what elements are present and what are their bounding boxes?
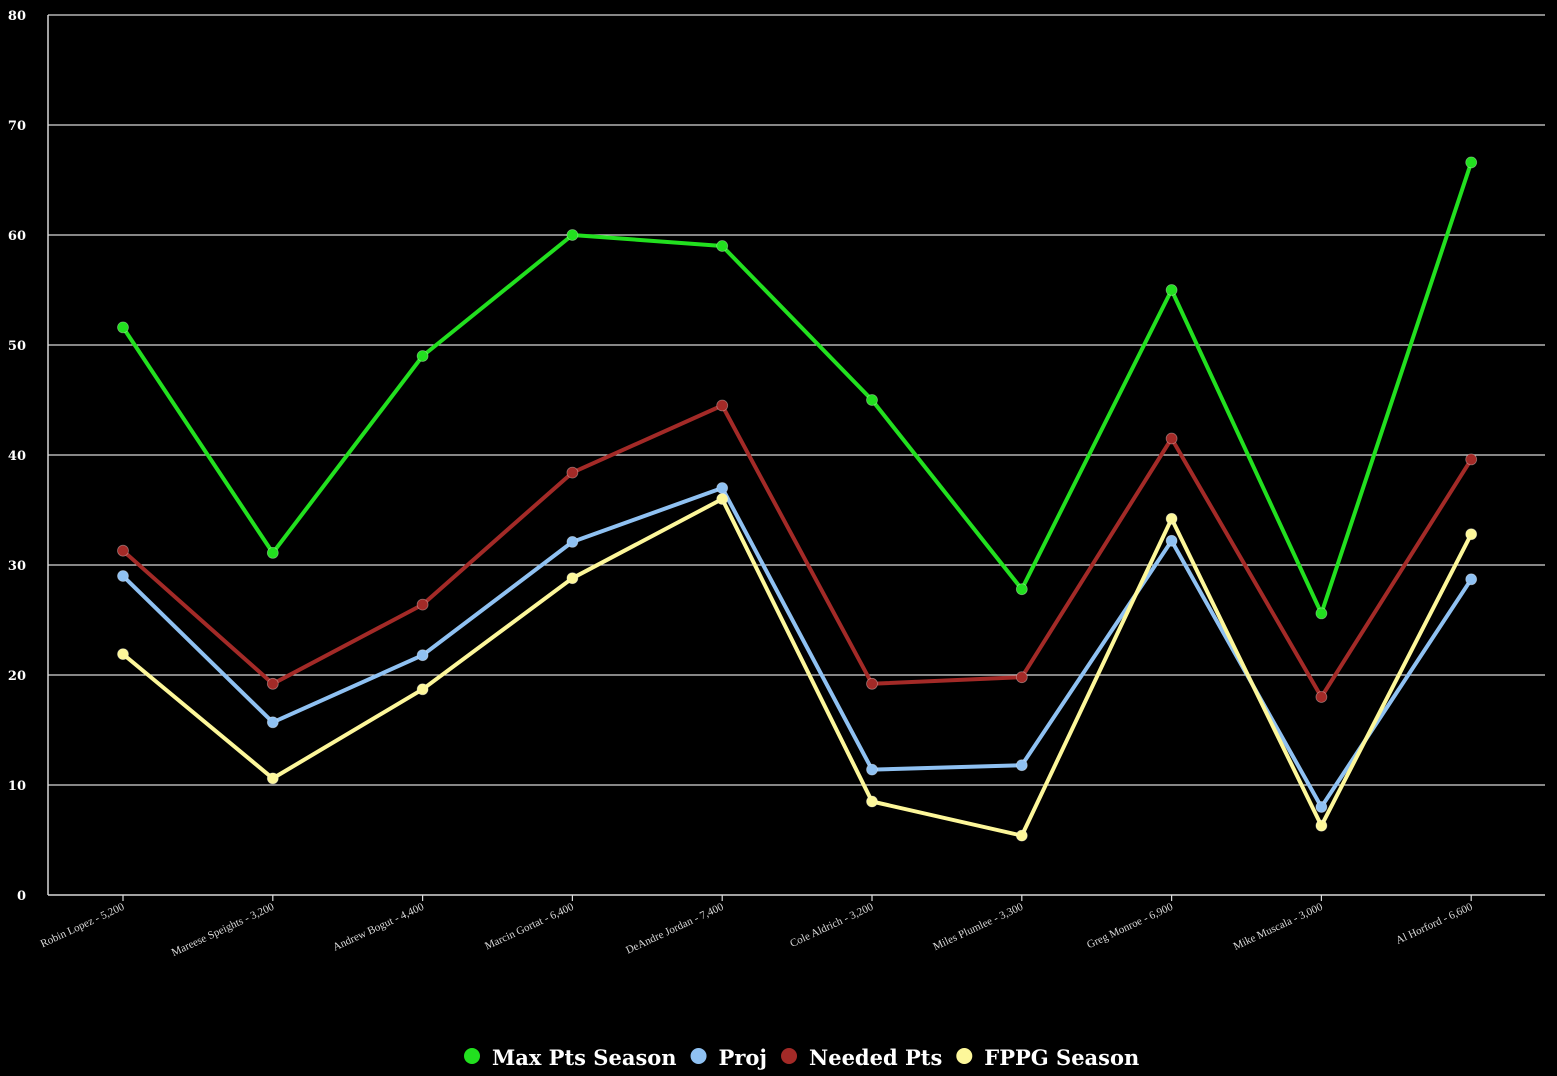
y-tick-label: 60 <box>8 229 26 244</box>
legend-label: Proj <box>719 1045 767 1070</box>
data-point <box>1015 759 1028 772</box>
data-point <box>1015 671 1028 684</box>
data-point <box>1165 284 1178 296</box>
legend-marker <box>781 1048 798 1064</box>
series-line <box>121 160 1474 616</box>
legend: Max Pts Season Proj Needed Pts FPPG Season <box>464 1045 1139 1070</box>
legend-label: FPPG Season <box>984 1045 1139 1070</box>
series-line <box>121 403 1474 699</box>
legend-item: FPPG Season <box>956 1045 1139 1070</box>
data-point <box>266 772 279 785</box>
data-point <box>716 482 729 494</box>
legend-item: Max Pts Season <box>464 1045 677 1070</box>
series-fppg-season <box>117 493 1478 842</box>
series-needed-pts <box>117 399 1478 703</box>
y-tick-label: 50 <box>8 339 26 354</box>
data-point <box>266 547 279 559</box>
data-point <box>716 399 729 412</box>
data-point <box>266 716 279 729</box>
data-point <box>266 677 279 690</box>
legend-marker <box>956 1048 973 1064</box>
data-point <box>716 493 729 505</box>
data-point <box>566 572 579 585</box>
data-point <box>416 683 429 696</box>
axes <box>47 15 1545 896</box>
gridlines <box>48 14 1545 786</box>
legend-label: Needed Pts <box>809 1045 942 1070</box>
data-point <box>117 321 129 334</box>
legend-item: Proj <box>690 1045 767 1070</box>
series-lines <box>117 156 1478 842</box>
data-point <box>1465 573 1478 586</box>
y-tick-label: 40 <box>8 449 26 464</box>
data-point <box>1315 607 1328 620</box>
y-tick-label: 0 <box>17 889 26 904</box>
data-point <box>1165 432 1178 445</box>
data-point <box>416 350 429 362</box>
data-point <box>866 795 878 808</box>
data-point <box>416 649 429 662</box>
data-point <box>117 544 129 557</box>
data-point <box>1465 453 1478 466</box>
data-point <box>866 394 878 406</box>
data-point <box>1465 528 1478 541</box>
y-tick-label: 20 <box>8 669 26 684</box>
legend-label: Max Pts Season <box>492 1045 677 1070</box>
data-point <box>566 536 579 548</box>
legend-marker <box>464 1048 480 1064</box>
data-point <box>1465 156 1478 169</box>
data-point <box>1315 691 1328 703</box>
y-tick-label: 30 <box>8 559 26 574</box>
legend-item: Needed Pts <box>781 1045 942 1070</box>
data-point <box>1315 801 1328 813</box>
data-point <box>566 229 579 241</box>
data-point <box>1165 534 1178 547</box>
data-point <box>117 570 129 582</box>
data-point <box>866 677 878 690</box>
y-tick-label: 10 <box>8 779 26 794</box>
y-axis-ticks: 0 10 20 30 40 50 60 70 80 <box>8 9 26 904</box>
data-point <box>1165 512 1178 525</box>
data-point <box>716 240 729 252</box>
data-point <box>566 466 579 479</box>
legend-marker <box>690 1048 707 1064</box>
data-point <box>1315 819 1328 832</box>
data-point <box>416 598 429 611</box>
series-line <box>121 497 1474 838</box>
data-point <box>1015 829 1028 842</box>
y-tick-label: 80 <box>8 9 26 24</box>
series-max-pts-season <box>117 156 1478 620</box>
data-point <box>866 763 878 776</box>
data-point <box>117 648 129 660</box>
y-tick-label: 70 <box>8 119 26 134</box>
data-point <box>1015 583 1028 596</box>
